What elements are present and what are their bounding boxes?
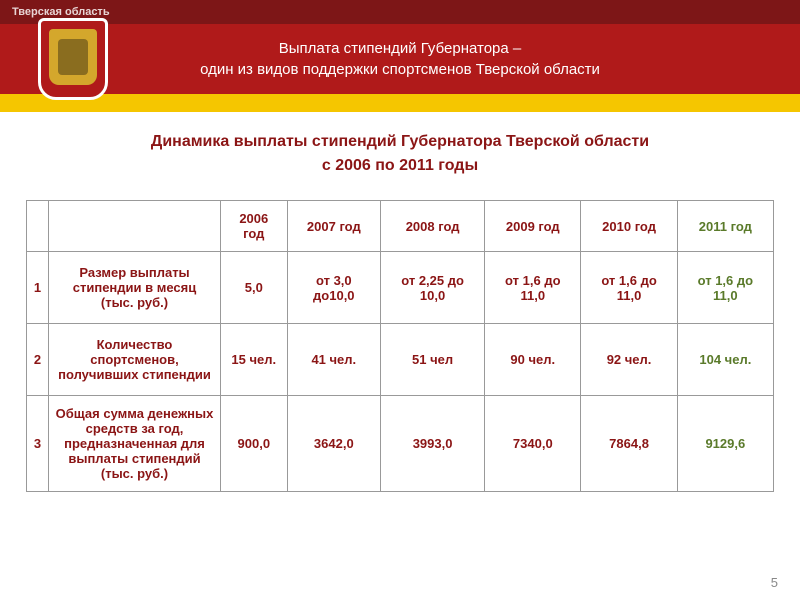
cell: 41 чел. xyxy=(287,324,380,396)
row-label: Размер выплаты стипендии в месяц (тыс. р… xyxy=(49,252,221,324)
data-table: 2006 год 2007 год 2008 год 2009 год 2010… xyxy=(26,200,774,492)
yellow-band xyxy=(0,94,800,112)
cell: 90 чел. xyxy=(485,324,581,396)
cell: 900,0 xyxy=(221,396,288,492)
cell: 7864,8 xyxy=(581,396,677,492)
cell: от 3,0 до10,0 xyxy=(287,252,380,324)
col-header-num xyxy=(27,201,49,252)
table-row: 3 Общая сумма денежных средств за год, п… xyxy=(27,396,774,492)
content-area: Динамика выплаты стипендий Губернатора Т… xyxy=(0,112,800,492)
content-title-line1: Динамика выплаты стипендий Губернатора Т… xyxy=(151,133,649,150)
table-row: 2 Количество спортсменов, получивших сти… xyxy=(27,324,774,396)
cell: 3642,0 xyxy=(287,396,380,492)
col-header-2007: 2007 год xyxy=(287,201,380,252)
col-header-2006: 2006 год xyxy=(221,201,288,252)
cell: 5,0 xyxy=(221,252,288,324)
col-header-2009: 2009 год xyxy=(485,201,581,252)
page-number: 5 xyxy=(771,575,778,590)
emblem-icon xyxy=(58,39,88,75)
cell: от 2,25 до 10,0 xyxy=(381,252,485,324)
header-title: Выплата стипендий Губернатора – один из … xyxy=(200,38,600,80)
cell: 15 чел. xyxy=(221,324,288,396)
col-header-2008: 2008 год xyxy=(381,201,485,252)
header-main: Выплата стипендий Губернатора – один из … xyxy=(0,24,800,94)
cell: от 1,6 до 11,0 xyxy=(677,252,773,324)
header-top-bar: Тверская область xyxy=(0,0,800,24)
col-header-label xyxy=(49,201,221,252)
header-title-line2: один из видов поддержки спортсменов Твер… xyxy=(200,61,600,78)
header-title-line1: Выплата стипендий Губернатора – xyxy=(279,40,522,57)
emblem-inner xyxy=(49,29,97,85)
cell: 92 чел. xyxy=(581,324,677,396)
row-label: Количество спортсменов, получивших стипе… xyxy=(49,324,221,396)
col-header-2011: 2011 год xyxy=(677,201,773,252)
cell: 51 чел xyxy=(381,324,485,396)
region-label: Тверская область xyxy=(12,6,110,18)
row-num: 3 xyxy=(27,396,49,492)
row-num: 1 xyxy=(27,252,49,324)
table-header-row: 2006 год 2007 год 2008 год 2009 год 2010… xyxy=(27,201,774,252)
cell: от 1,6 до 11,0 xyxy=(485,252,581,324)
cell: 7340,0 xyxy=(485,396,581,492)
row-num: 2 xyxy=(27,324,49,396)
content-title: Динамика выплаты стипендий Губернатора Т… xyxy=(26,130,774,178)
content-title-line2: с 2006 по 2011 годы xyxy=(322,157,478,174)
region-emblem xyxy=(38,18,108,108)
col-header-2010: 2010 год xyxy=(581,201,677,252)
cell: 104 чел. xyxy=(677,324,773,396)
cell: 3993,0 xyxy=(381,396,485,492)
cell: от 1,6 до 11,0 xyxy=(581,252,677,324)
cell: 9129,6 xyxy=(677,396,773,492)
row-label: Общая сумма денежных средств за год, пре… xyxy=(49,396,221,492)
emblem-shield xyxy=(38,18,108,100)
table-row: 1 Размер выплаты стипендии в месяц (тыс.… xyxy=(27,252,774,324)
